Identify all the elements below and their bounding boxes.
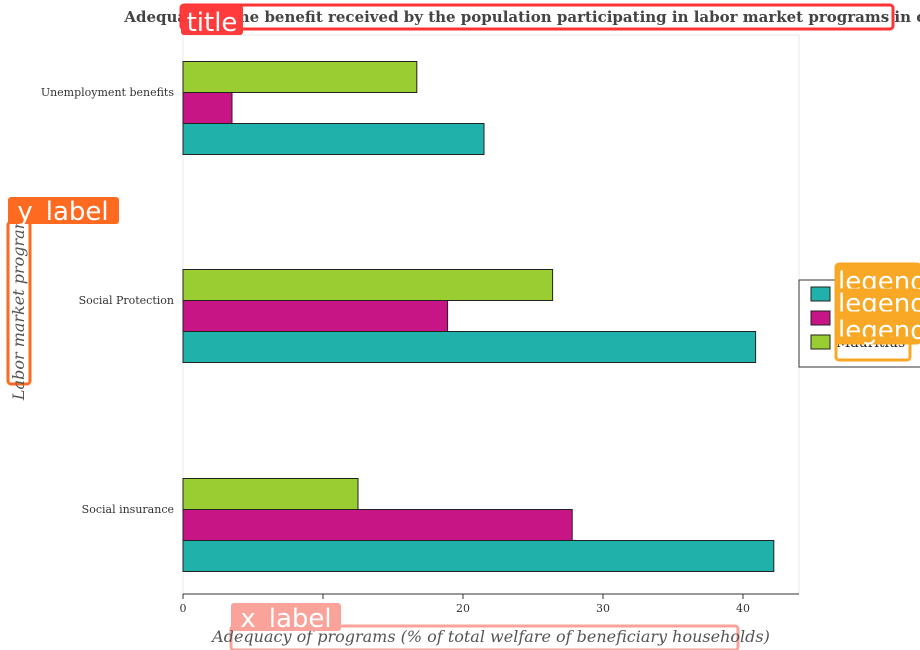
- legend: Mauritiuslegendlegendlegend: [798, 262, 920, 368]
- y-axis: Social insurance Social Protection Unemplo…: [41, 86, 175, 516]
- legend-swatch: [810, 334, 831, 350]
- x-tick-label: 0: [180, 602, 187, 615]
- legend-annotation-box: [834, 311, 920, 345]
- bar-series-2-social-insurance: [182, 509, 573, 541]
- bar-series-3-social-insurance: [182, 478, 359, 510]
- x-label-annotation-box: [229, 624, 740, 650]
- y-tick-label: Social insurance: [82, 503, 174, 516]
- y-tick-label: Unemployment benefits: [41, 86, 175, 99]
- y-tick-label: Social Protection: [79, 294, 174, 307]
- x-label-annotation-label: x_label: [240, 604, 331, 634]
- bar-series-1-social-protection: [182, 331, 757, 363]
- y-axis-title: Labor market programs: [9, 206, 28, 401]
- legend-annotation-label: legend: [838, 316, 920, 346]
- bar-series-3-social-protection: [182, 269, 554, 301]
- x-tick-label: 30: [596, 602, 610, 615]
- y-label-annotation-label: y_label: [17, 197, 108, 227]
- legend-annotation-box: [834, 336, 912, 362]
- chart-title: Adequacy of the benefit received by the …: [123, 8, 920, 26]
- title-annotation-label: title: [187, 8, 238, 38]
- bars-group: [182, 61, 775, 572]
- bar-series-2-social-protection: [182, 300, 449, 332]
- bar-series-1-unemployment-benefits: [182, 123, 485, 155]
- title-annotation-tag: [181, 5, 243, 35]
- bar-series-3-unemployment-benefits: [182, 61, 418, 93]
- x-tick-label: 40: [736, 602, 750, 615]
- x-tick-label: 20: [456, 602, 470, 615]
- bar-series-1-social-insurance: [182, 540, 775, 572]
- x-label-annotation-tag: [231, 603, 341, 631]
- legend-swatch: [810, 286, 831, 302]
- legend-swatch: [810, 310, 831, 326]
- x-axis-title: Adequacy of programs (% of total welfare…: [210, 627, 770, 646]
- bar-series-2-unemployment-benefits: [182, 92, 233, 124]
- y-label-annotation-tag: [8, 197, 119, 224]
